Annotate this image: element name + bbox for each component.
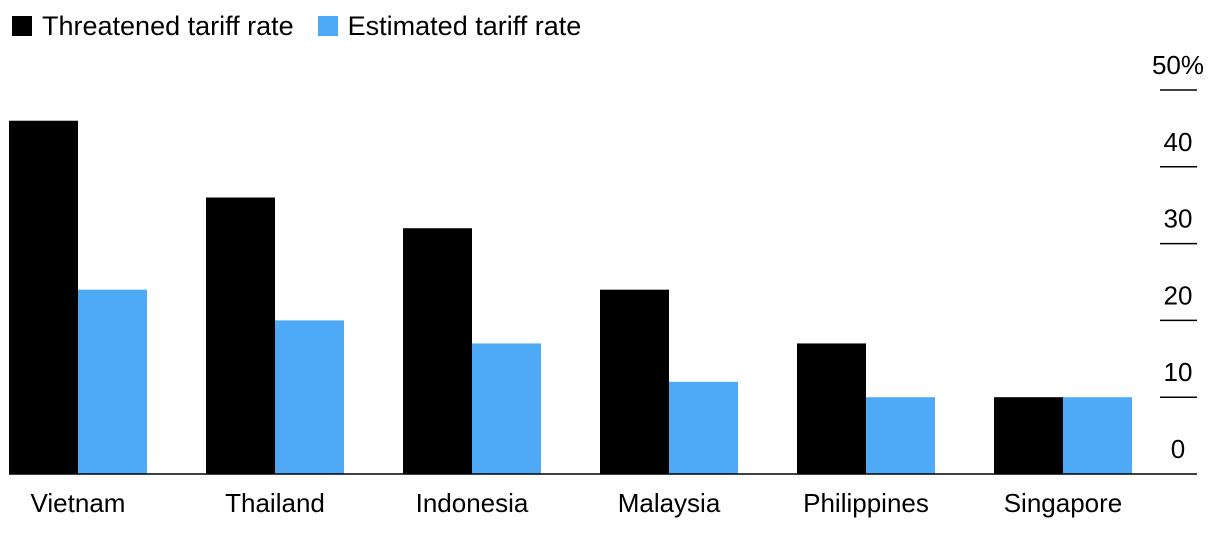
chart-legend: Threatened tariff rate Estimated tariff … (12, 8, 581, 44)
y-tick-label: 30 (1164, 204, 1193, 234)
x-tick-label: Indonesia (416, 488, 529, 518)
bar-estimated (866, 397, 935, 474)
legend-swatch-estimated (317, 16, 338, 36)
bar-threatened (600, 289, 669, 474)
legend-item-estimated: Estimated tariff rate (317, 8, 582, 44)
y-tick-label: 10 (1164, 357, 1193, 387)
bar-estimated (472, 343, 541, 474)
x-tick-label: Vietnam (31, 488, 126, 518)
y-tick-label: 0 (1171, 434, 1185, 464)
bar-threatened (206, 197, 275, 474)
legend-label-threatened: Threatened tariff rate (42, 11, 294, 41)
legend-swatch-threatened (12, 16, 32, 36)
bar-threatened (9, 120, 78, 474)
y-tick-label: 20 (1164, 280, 1193, 310)
x-tick-label: Thailand (225, 488, 325, 518)
bar-threatened (403, 228, 472, 474)
bar-estimated (275, 320, 344, 474)
bar-threatened (994, 397, 1063, 474)
x-tick-label: Singapore (1004, 488, 1123, 518)
legend-item-threatened: Threatened tariff rate (12, 8, 294, 44)
x-tick-label: Malaysia (618, 488, 721, 518)
y-tick-label: 40 (1164, 127, 1193, 157)
bar-estimated (669, 381, 738, 474)
y-tick-label: 50% (1152, 50, 1204, 80)
x-tick-label: Philippines (803, 488, 929, 518)
legend-label-estimated: Estimated tariff rate (347, 11, 582, 41)
bar-estimated (1063, 397, 1132, 474)
bar-threatened (797, 343, 866, 474)
bar-estimated (78, 289, 147, 474)
